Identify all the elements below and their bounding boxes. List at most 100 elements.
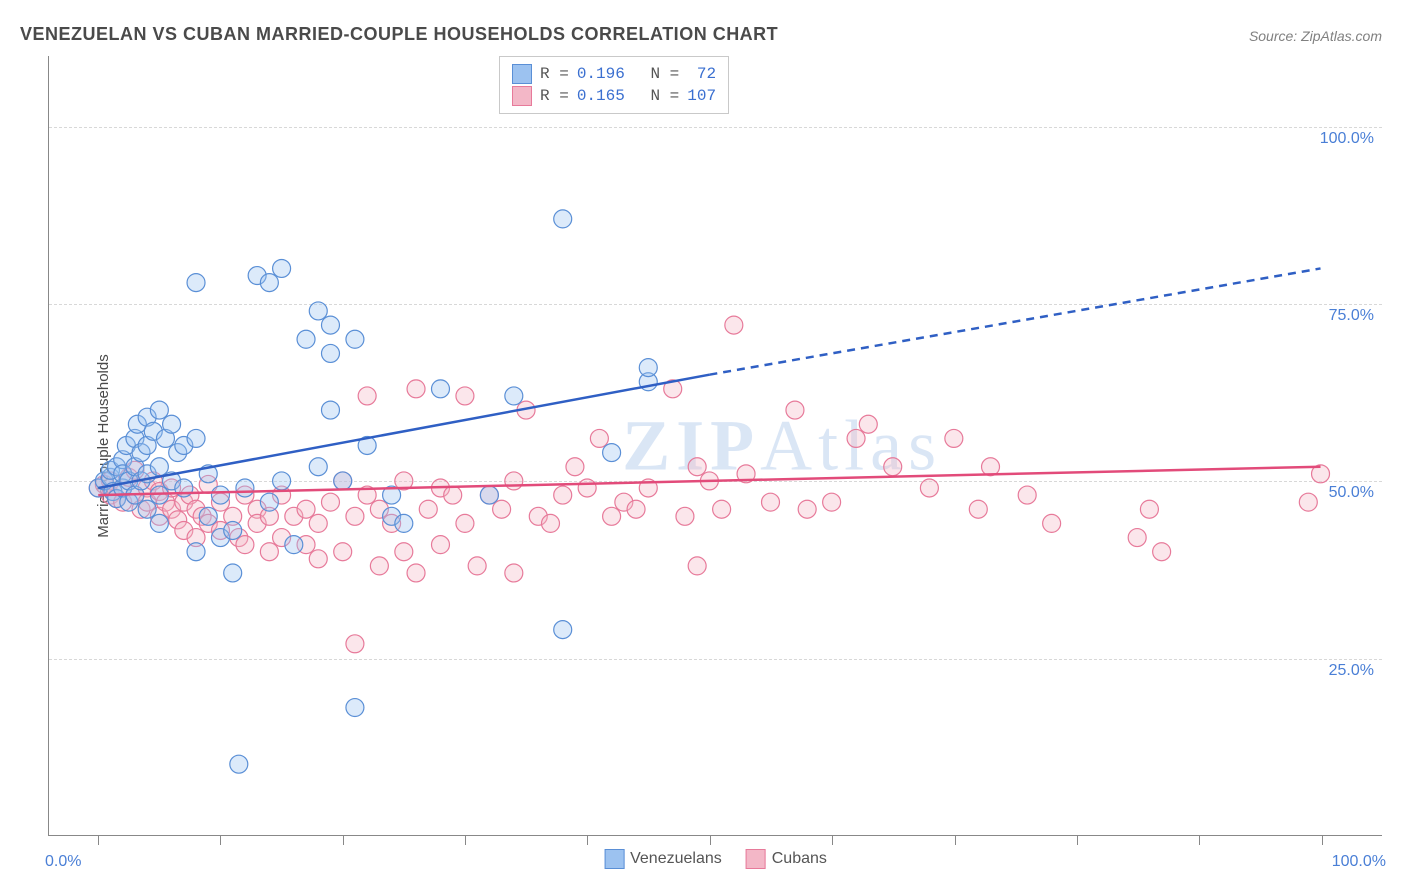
data-point bbox=[945, 429, 963, 447]
data-point bbox=[150, 401, 168, 419]
data-point bbox=[456, 514, 474, 532]
n-label: N = bbox=[650, 63, 679, 85]
data-point bbox=[639, 359, 657, 377]
data-point bbox=[1043, 514, 1061, 532]
data-point bbox=[762, 493, 780, 511]
data-point bbox=[370, 557, 388, 575]
x-tick bbox=[1322, 835, 1323, 845]
data-point bbox=[554, 210, 572, 228]
data-point bbox=[676, 507, 694, 525]
x-tick bbox=[465, 835, 466, 845]
data-point bbox=[859, 415, 877, 433]
r-label: R = bbox=[540, 85, 569, 107]
legend-item-venezuelans: Venezuelans bbox=[604, 849, 722, 869]
n-label: N = bbox=[650, 85, 679, 107]
data-point bbox=[468, 557, 486, 575]
data-point bbox=[505, 564, 523, 582]
data-point bbox=[309, 458, 327, 476]
data-point bbox=[334, 543, 352, 561]
data-point bbox=[1140, 500, 1158, 518]
x-tick bbox=[955, 835, 956, 845]
data-point bbox=[187, 543, 205, 561]
data-point bbox=[297, 500, 315, 518]
data-point bbox=[346, 699, 364, 717]
data-point bbox=[358, 387, 376, 405]
data-point bbox=[297, 330, 315, 348]
data-point bbox=[542, 514, 560, 532]
legend-swatch-cubans bbox=[512, 86, 532, 106]
plot-area: ZIPAtlas R = 0.196 N = 72 R = 0.165 N = … bbox=[48, 56, 1382, 836]
data-point bbox=[847, 429, 865, 447]
x-tick bbox=[1077, 835, 1078, 845]
data-point bbox=[603, 444, 621, 462]
data-point bbox=[456, 387, 474, 405]
data-point bbox=[346, 507, 364, 525]
data-point bbox=[884, 458, 902, 476]
n-value-venezuelans: 72 bbox=[687, 63, 716, 85]
x-tick bbox=[832, 835, 833, 845]
data-point bbox=[566, 458, 584, 476]
data-point bbox=[480, 486, 498, 504]
data-point bbox=[236, 536, 254, 554]
legend-row-cubans: R = 0.165 N = 107 bbox=[512, 85, 716, 107]
data-point bbox=[150, 486, 168, 504]
data-point bbox=[346, 635, 364, 653]
plot-svg bbox=[49, 56, 1382, 835]
data-point bbox=[407, 380, 425, 398]
r-value-venezuelans: 0.196 bbox=[577, 63, 625, 85]
data-point bbox=[627, 500, 645, 518]
data-point bbox=[1299, 493, 1317, 511]
data-point bbox=[187, 429, 205, 447]
data-point bbox=[431, 380, 449, 398]
x-tick bbox=[1199, 835, 1200, 845]
n-value-cubans: 107 bbox=[687, 85, 716, 107]
data-point bbox=[505, 472, 523, 490]
legend-label-venezuelans: Venezuelans bbox=[630, 850, 722, 867]
data-point bbox=[224, 564, 242, 582]
r-value-cubans: 0.165 bbox=[577, 85, 625, 107]
x-tick bbox=[343, 835, 344, 845]
chart-title: VENEZUELAN VS CUBAN MARRIED-COUPLE HOUSE… bbox=[20, 24, 778, 45]
data-point bbox=[725, 316, 743, 334]
source-label: Source: ZipAtlas.com bbox=[1249, 28, 1382, 44]
data-point bbox=[334, 472, 352, 490]
data-point bbox=[236, 479, 254, 497]
data-point bbox=[493, 500, 511, 518]
series-legend: Venezuelans Cubans bbox=[604, 849, 827, 869]
x-tick bbox=[220, 835, 221, 845]
data-point bbox=[823, 493, 841, 511]
data-point bbox=[138, 500, 156, 518]
data-point bbox=[321, 401, 339, 419]
r-label: R = bbox=[540, 63, 569, 85]
data-point bbox=[260, 543, 278, 561]
data-point bbox=[798, 500, 816, 518]
data-point bbox=[407, 564, 425, 582]
data-point bbox=[1128, 529, 1146, 547]
data-point bbox=[199, 507, 217, 525]
data-point bbox=[321, 316, 339, 334]
data-point bbox=[688, 557, 706, 575]
data-point bbox=[444, 486, 462, 504]
data-point bbox=[224, 521, 242, 539]
data-point bbox=[431, 536, 449, 554]
data-point bbox=[603, 507, 621, 525]
data-point bbox=[688, 458, 706, 476]
data-point bbox=[713, 500, 731, 518]
legend-swatch-cubans-b bbox=[746, 849, 766, 869]
x-tick-label-min: 0.0% bbox=[45, 853, 81, 871]
data-point bbox=[285, 536, 303, 554]
legend-swatch-venezuelans-b bbox=[604, 849, 624, 869]
data-point bbox=[419, 500, 437, 518]
data-point bbox=[309, 302, 327, 320]
data-point bbox=[578, 479, 596, 497]
data-point bbox=[395, 543, 413, 561]
legend-row-venezuelans: R = 0.196 N = 72 bbox=[512, 63, 716, 85]
data-point bbox=[187, 274, 205, 292]
x-tick bbox=[587, 835, 588, 845]
correlation-legend: R = 0.196 N = 72 R = 0.165 N = 107 bbox=[499, 56, 729, 114]
data-point bbox=[150, 514, 168, 532]
data-point bbox=[309, 514, 327, 532]
data-point bbox=[273, 259, 291, 277]
data-point bbox=[163, 415, 181, 433]
data-point bbox=[1018, 486, 1036, 504]
